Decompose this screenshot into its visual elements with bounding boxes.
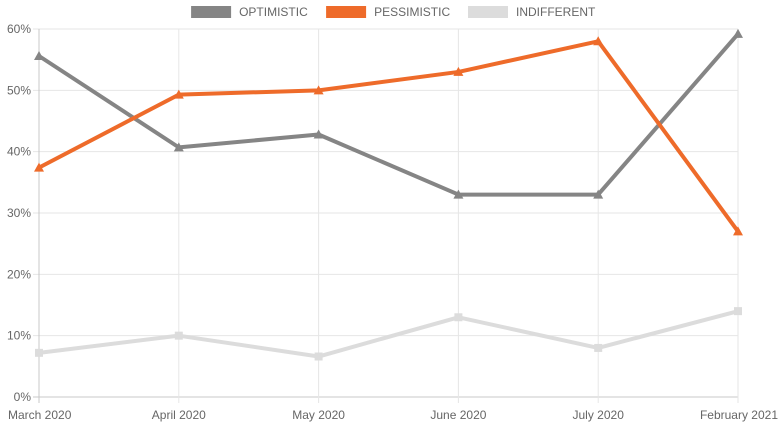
legend-swatch <box>326 6 367 18</box>
y-tick-label: 30% <box>7 206 31 220</box>
data-point-indifferent <box>594 343 603 352</box>
data-point-pessimistic <box>593 36 604 46</box>
data-point-pessimistic <box>173 89 184 99</box>
series-group <box>34 28 743 361</box>
data-point-optimistic <box>34 50 44 60</box>
series-pessimistic <box>34 36 743 236</box>
legend-item-pessimistic[interactable]: PESSIMISTIC <box>326 5 450 19</box>
y-tick-label: 50% <box>7 83 31 97</box>
data-point-pessimistic <box>34 162 44 172</box>
x-tick-label: April 2020 <box>152 408 206 422</box>
legend-swatch <box>468 6 508 18</box>
data-point-indifferent <box>454 313 463 322</box>
y-tick-label: 20% <box>7 267 31 281</box>
data-point-indifferent <box>314 352 323 361</box>
data-point-indifferent <box>35 348 43 357</box>
x-tick-label: March 2020 <box>8 408 72 422</box>
x-tick-label: February 2021 <box>700 408 778 422</box>
series-line-optimistic <box>37 31 740 197</box>
legend-item-indifferent[interactable]: INDIFFERENT <box>468 5 596 19</box>
grid-lines <box>33 28 739 403</box>
data-point-indifferent <box>734 307 742 316</box>
data-point-pessimistic <box>733 226 743 236</box>
y-tick-label: 40% <box>7 145 31 159</box>
data-point-optimistic <box>173 142 184 152</box>
legend-label: INDIFFERENT <box>516 5 596 19</box>
data-point-optimistic <box>733 28 743 38</box>
data-point-pessimistic <box>453 66 464 76</box>
legend-swatch <box>191 6 232 18</box>
legend[interactable]: OPTIMISTIC PESSIMISTIC INDIFFERENT <box>191 5 596 19</box>
y-tick-label: 0% <box>14 390 32 404</box>
legend-item-optimistic[interactable]: OPTIMISTIC <box>191 5 308 19</box>
data-point-pessimistic <box>313 85 324 95</box>
x-tick-label: July 2020 <box>573 408 625 422</box>
axes: 0% 10% 20% 30% 40% 50% 60% March 2020 April 2020… <box>7 22 778 422</box>
y-tick-label: 10% <box>7 329 31 343</box>
data-point-optimistic <box>593 189 604 199</box>
series-line-indifferent <box>37 309 740 359</box>
legend-label: PESSIMISTIC <box>374 5 450 19</box>
series-indifferent <box>35 307 742 361</box>
series-optimistic <box>34 28 743 199</box>
x-tick-label: June 2020 <box>430 408 486 422</box>
y-tick-label: 60% <box>7 22 31 36</box>
legend-label: OPTIMISTIC <box>239 5 308 19</box>
data-point-indifferent <box>174 331 183 340</box>
x-tick-label: May 2020 <box>292 408 345 422</box>
data-point-optimistic <box>313 129 324 139</box>
series-line-pessimistic <box>37 39 740 234</box>
data-point-optimistic <box>453 189 464 199</box>
